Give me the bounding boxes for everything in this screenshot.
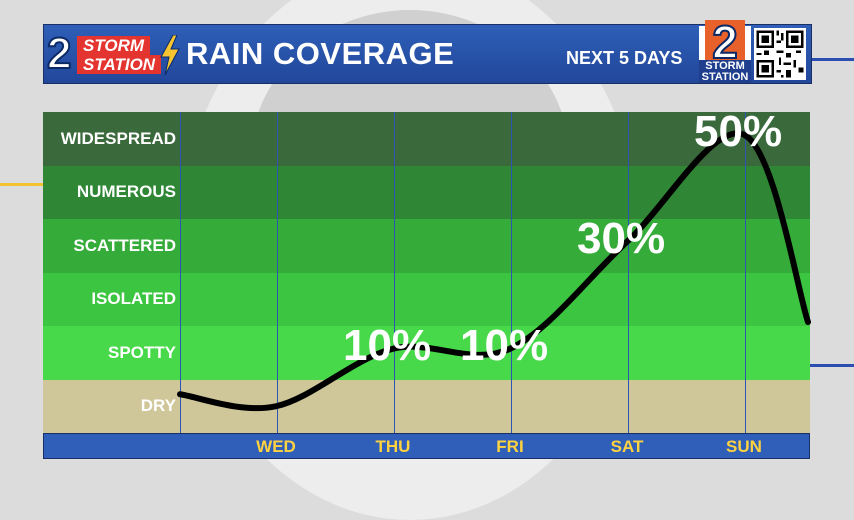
level-label-scattered: SCATTERED [73,235,176,255]
qr-code-icon [754,28,806,80]
lightning-bolt-icon [160,35,180,75]
badge-word-station: STATION [699,71,751,83]
accent-line-blue-bottom [810,364,854,367]
value-label-sun: 50% [694,106,783,156]
level-label-spotty: SPOTTY [107,342,176,362]
grid-line-vertical [394,112,395,433]
header-bar: STORM STATION 2 RAIN COVERAGE NEXT 5 DAY… [43,18,812,84]
band-isolated [43,272,810,326]
x-axis-bar [43,433,810,459]
grid-line-vertical [180,112,181,433]
badge-number: 2 [705,18,745,66]
value-label-thu: 10% [343,320,432,370]
station-badge: 2 STORM STATION [699,18,751,83]
level-label-dry: DRY [140,396,176,416]
band-widespread [43,112,810,166]
accent-line-blue-top [810,58,854,61]
x-tick-fri: FRI [496,437,524,456]
x-tick-sat: SAT [610,437,644,456]
accent-line-yellow [0,183,43,186]
level-label-numerous: NUMEROUS [76,182,176,202]
logo-number: 2 [46,29,73,78]
band-spotty [43,326,810,380]
band-scattered [43,219,810,273]
grid-line-vertical [628,112,629,433]
grid-line-vertical [511,112,512,433]
grid-line-vertical [277,112,278,433]
x-tick-wed: WED [256,437,296,456]
band-dry [43,379,810,433]
level-label-widespread: WIDESPREAD [60,128,176,148]
logo-word-station: STATION [77,55,162,74]
grid-line-vertical [745,112,746,433]
x-tick-sun: SUN [726,437,762,456]
plot-area: DRY SPOTTY ISOLATED SCATTERED NUMEROUS WIDESP… [43,112,810,433]
coverage-series-line [177,130,811,412]
level-label-isolated: ISOLATED [91,289,176,309]
x-tick-thu: THU [375,437,411,456]
badge-word-storm: STORM [699,60,751,72]
chart-subtitle: NEXT 5 DAYS [566,48,683,68]
value-label-fri: 10% [460,320,549,370]
logo-word-storm: STORM [77,36,151,55]
storm-station-logo: STORM STATION 2 [46,29,183,78]
coverage-curve-layer [177,130,811,412]
chart-title: RAIN COVERAGE [186,36,455,71]
value-label-sat: 30% [577,213,666,263]
